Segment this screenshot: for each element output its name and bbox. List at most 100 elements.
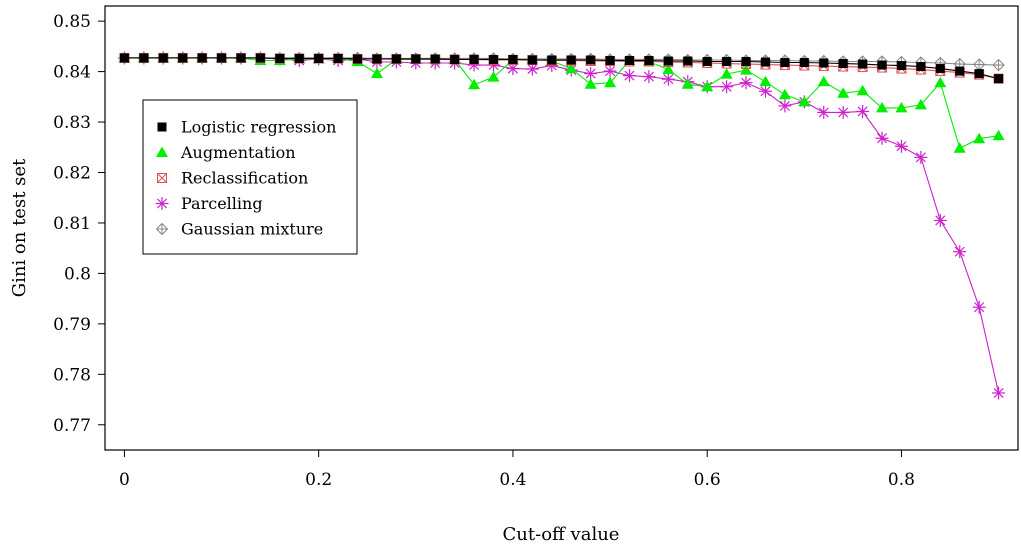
series-line <box>124 57 999 150</box>
y-axis-ticks: 0.77 0.78 0.79 0.8 0.81 0.82 0.83 0.84 0.85 <box>53 12 105 436</box>
data-point <box>876 101 889 113</box>
legend-label: Logistic regression <box>181 118 336 137</box>
data-point <box>566 55 576 65</box>
data-point <box>739 76 753 90</box>
data-point <box>158 53 168 63</box>
data-point <box>856 104 870 118</box>
data-point <box>547 55 557 65</box>
data-point <box>953 245 967 259</box>
data-point <box>430 54 440 64</box>
data-point <box>605 55 615 65</box>
data-point <box>798 95 811 107</box>
data-point <box>778 99 792 113</box>
data-point <box>565 62 578 74</box>
data-point <box>275 53 285 63</box>
data-point <box>603 64 617 78</box>
data-point <box>817 75 830 87</box>
data-point <box>836 105 850 119</box>
data-point <box>701 80 714 92</box>
data-point <box>758 84 772 98</box>
data-point <box>450 54 460 64</box>
x-tick-label: 0 <box>119 470 130 490</box>
y-tick-label: 0.83 <box>53 113 91 133</box>
legend-marker <box>155 222 169 236</box>
data-point <box>508 54 518 64</box>
data-point <box>391 54 401 64</box>
data-point <box>586 55 596 65</box>
legend-marker <box>157 122 167 132</box>
legend-box <box>142 99 358 255</box>
data-point <box>778 88 791 100</box>
x-tick-label: 0.4 <box>499 470 526 490</box>
y-tick-label: 0.8 <box>64 264 91 284</box>
data-point <box>877 60 887 70</box>
data-point <box>741 57 751 66</box>
series-layer <box>117 51 1006 400</box>
legend-marker <box>157 173 167 183</box>
legend-marker <box>156 146 168 157</box>
data-point <box>584 67 598 81</box>
data-point <box>856 84 869 96</box>
data-point <box>333 53 343 63</box>
data-point <box>740 64 753 75</box>
data-point <box>720 68 733 79</box>
data-point <box>992 386 1006 400</box>
data-point <box>411 54 421 64</box>
data-point <box>197 53 207 63</box>
data-point <box>933 213 947 227</box>
data-point <box>139 53 149 63</box>
y-tick-label: 0.84 <box>53 63 91 83</box>
data-point <box>799 58 809 68</box>
series-parcelling <box>117 51 1006 400</box>
data-point <box>506 62 520 76</box>
data-point <box>662 63 675 75</box>
data-point <box>119 53 129 63</box>
data-point <box>314 53 324 63</box>
data-point <box>838 59 848 69</box>
data-point <box>702 57 712 66</box>
legend-label: Gaussian mixture <box>181 220 323 239</box>
data-point <box>642 70 656 84</box>
data-point <box>525 62 539 76</box>
data-point <box>994 74 1004 84</box>
plot-frame <box>104 5 1019 451</box>
data-point <box>487 71 500 82</box>
y-tick-label: 0.77 <box>53 416 91 436</box>
legend-label: Augmentation <box>180 143 296 162</box>
data-point <box>722 57 732 66</box>
data-point <box>622 69 636 83</box>
data-point <box>935 64 945 74</box>
data-point <box>489 54 499 64</box>
x-tick-label: 0.6 <box>694 470 721 490</box>
data-point <box>372 54 382 64</box>
legend-marker <box>155 197 169 210</box>
data-point <box>663 56 673 66</box>
data-point <box>780 58 790 68</box>
data-point <box>973 132 986 144</box>
data-point <box>914 98 927 110</box>
data-point <box>916 62 926 72</box>
data-point <box>972 300 986 314</box>
data-point <box>992 129 1005 141</box>
data-point <box>584 78 597 89</box>
data-point <box>914 150 928 164</box>
series-line <box>124 57 999 80</box>
data-point <box>760 57 770 67</box>
data-point <box>644 55 654 65</box>
data-point <box>992 58 1005 72</box>
data-point <box>236 53 246 63</box>
data-point <box>294 53 304 63</box>
y-tick-label: 0.85 <box>53 12 91 32</box>
data-point <box>817 105 831 119</box>
data-point <box>819 58 829 68</box>
data-point <box>895 101 908 113</box>
y-tick-label: 0.78 <box>53 365 91 385</box>
data-point <box>683 56 693 66</box>
data-point <box>178 53 188 63</box>
data-point <box>720 80 734 94</box>
data-point <box>217 53 227 63</box>
data-point <box>527 55 537 65</box>
data-point <box>255 53 265 63</box>
data-point <box>468 78 481 90</box>
